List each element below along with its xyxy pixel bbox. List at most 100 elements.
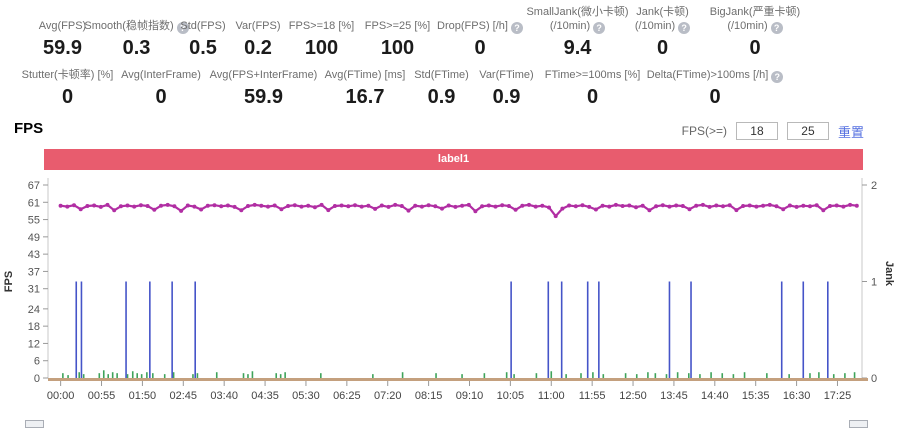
- fps-point: [640, 203, 645, 208]
- left-axis-tick-label: 49: [28, 232, 40, 244]
- help-icon[interactable]: ?: [678, 21, 691, 34]
- chart-scrollbar-handle-left[interactable]: [25, 420, 44, 428]
- x-axis-tick-label: 07:20: [374, 390, 402, 402]
- help-icon[interactable]: ?: [176, 21, 189, 34]
- stat: Var(FPS) 0.2: [233, 20, 283, 59]
- chart-legend-banner[interactable]: label1: [44, 148, 863, 170]
- fps-point: [721, 204, 725, 209]
- stat-value: 100: [304, 36, 339, 59]
- help-icon[interactable]: ?: [593, 21, 606, 34]
- fps-point: [246, 203, 250, 208]
- stat: Smooth(稳帧指数)? 0.3: [84, 20, 189, 59]
- x-axis-tick-label: 13:45: [660, 390, 688, 402]
- fps-point: [393, 202, 398, 207]
- fps-section-header: FPS FPS(>=) 重置: [0, 120, 900, 144]
- fps-point: [386, 204, 391, 209]
- help-icon[interactable]: ?: [771, 70, 784, 83]
- fps-point: [138, 202, 143, 207]
- stat-value: 0: [656, 36, 669, 59]
- fps-point: [801, 203, 806, 208]
- help-icon[interactable]: ?: [770, 21, 783, 34]
- help-icon[interactable]: ?: [510, 21, 523, 34]
- stat-label: FPS>=18 [%]: [288, 20, 355, 32]
- fps-point: [85, 203, 90, 208]
- stat: FTime>=100ms [%] 0: [545, 69, 641, 108]
- stat: BigJank(严重卡顿) (/10min)? 0: [695, 6, 815, 59]
- fps-point: [306, 203, 311, 208]
- stat: FPS>=25 [%] 100: [360, 20, 435, 59]
- x-axis-tick-label: 16:30: [783, 390, 811, 402]
- fps-min-input[interactable]: [735, 122, 778, 141]
- fps-point: [92, 203, 97, 208]
- fps-point: [741, 203, 746, 208]
- stat-label: Jank(卡顿) (/10min)?: [634, 6, 691, 34]
- fps-point: [379, 203, 384, 208]
- stat: Jank(卡顿) (/10min)? 0: [630, 6, 695, 59]
- fps-point: [339, 203, 344, 208]
- fps-point: [573, 204, 578, 209]
- fps-point: [787, 203, 792, 208]
- stat: Avg(InterFrame) 0: [110, 69, 212, 108]
- stat-value: 0.9: [427, 85, 456, 108]
- x-axis-tick-label: 03:40: [210, 390, 238, 402]
- stat: Avg(FPS+InterFrame) 59.9: [210, 69, 318, 108]
- fps-point: [707, 204, 712, 209]
- x-axis-tick-label: 04:35: [251, 390, 279, 402]
- x-axis-tick-label: 17:25: [824, 390, 852, 402]
- fps-point: [747, 203, 752, 208]
- stat-value: 0.5: [189, 36, 217, 59]
- fps-point: [332, 203, 337, 208]
- fps-point: [446, 203, 451, 208]
- stat: Avg(FPS) 59.9: [25, 20, 100, 59]
- fps-point: [426, 202, 431, 207]
- fps-point: [373, 206, 378, 211]
- chart-scrollbar-handle-right[interactable]: [849, 420, 868, 428]
- fps-chart: 67 61 55 49 43 37 31 24 18 12 6 0 2 1 0 00:00 00:55 01:50…: [3, 177, 895, 402]
- fps-point: [493, 204, 498, 209]
- stat: FPS>=18 [%] 100: [283, 20, 360, 59]
- fps-point: [854, 203, 859, 208]
- fps-point: [199, 207, 204, 212]
- fps-point: [620, 203, 625, 208]
- fps-point: [667, 204, 672, 209]
- stat-value: 0.2: [244, 36, 272, 59]
- x-axis-tick-label: 00:00: [47, 390, 75, 402]
- fps-point: [714, 203, 719, 208]
- fps-point: [821, 208, 826, 213]
- right-axis-title: Jank: [883, 261, 895, 287]
- stat-value: 0: [586, 85, 599, 108]
- fps-point: [319, 202, 324, 207]
- fps-max-input[interactable]: [786, 122, 829, 141]
- fps-point: [647, 208, 652, 213]
- fps-point: [225, 203, 230, 208]
- fps-point: [734, 207, 739, 212]
- fps-point: [179, 208, 184, 213]
- stat: Delta(FTime)>100ms [/h]? 0: [640, 69, 790, 108]
- left-axis-tick-label: 12: [28, 338, 40, 350]
- fps-point: [112, 208, 117, 213]
- fps-point: [78, 206, 83, 211]
- reset-link[interactable]: 重置: [837, 124, 864, 140]
- right-axis-tick-label: 0: [871, 373, 877, 385]
- fps-point: [359, 204, 364, 209]
- fps-point: [513, 207, 518, 212]
- fps-point: [580, 202, 585, 207]
- fps-point: [480, 204, 485, 209]
- fps-point: [399, 203, 404, 208]
- fps-point: [440, 206, 444, 211]
- stat: Drop(FPS) [/h]? 0: [435, 20, 525, 59]
- left-axis-tick-label: 31: [28, 283, 40, 295]
- fps-point: [547, 205, 551, 210]
- stat-label: Var(FPS): [235, 20, 281, 32]
- x-axis-baseline: [48, 377, 868, 381]
- fps-point: [159, 203, 163, 208]
- left-axis-tick-label: 37: [28, 266, 40, 278]
- fps-point: [312, 204, 317, 209]
- x-axis-tick-label: 08:15: [415, 390, 443, 402]
- fps-point: [540, 203, 545, 208]
- stat-value: 0: [709, 85, 721, 108]
- left-axis-title: FPS: [3, 271, 15, 292]
- fps-point: [118, 204, 123, 209]
- fps-point: [346, 204, 351, 209]
- stat-label: BigJank(严重卡顿) (/10min)?: [709, 6, 801, 34]
